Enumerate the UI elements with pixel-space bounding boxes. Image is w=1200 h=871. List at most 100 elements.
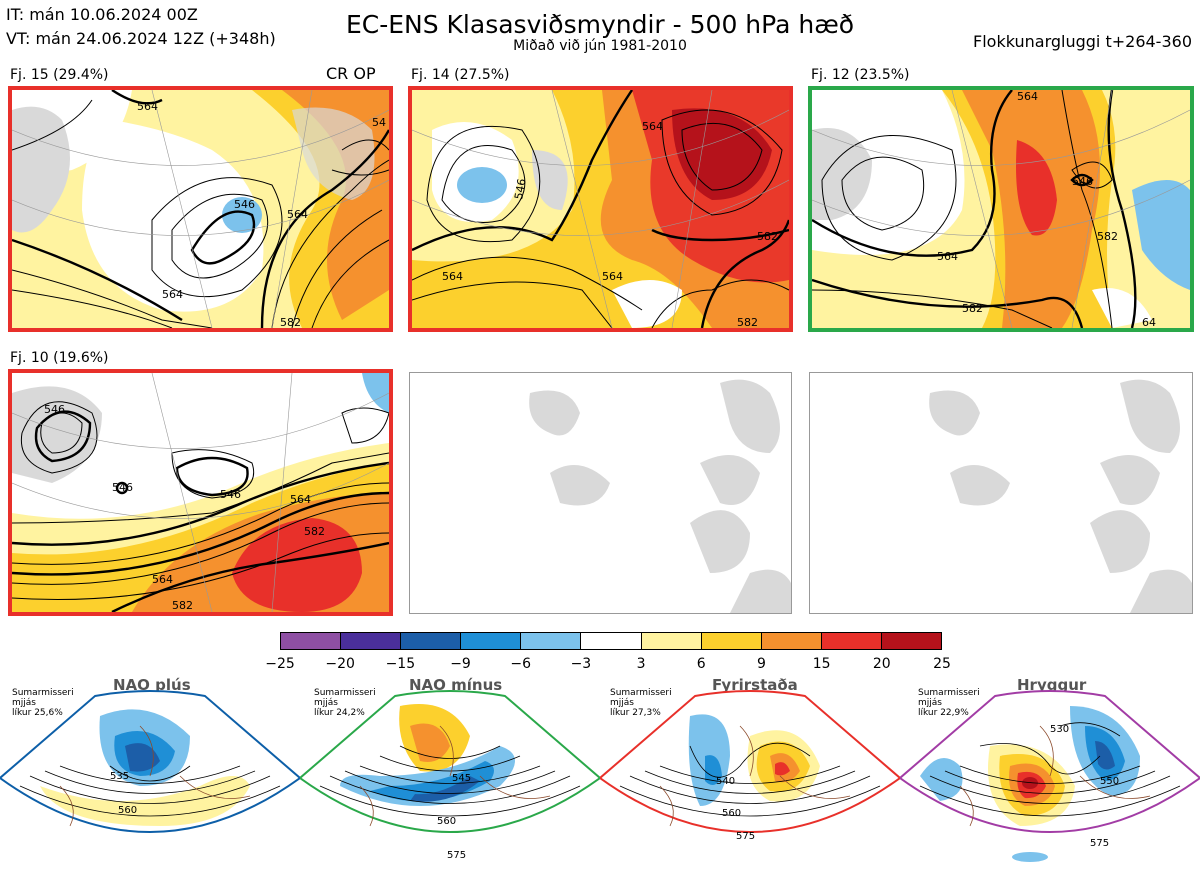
regime-contour-label: 545 bbox=[452, 773, 471, 784]
contour-label: 564 bbox=[642, 120, 663, 133]
regime-info-line: líkur 25,6% bbox=[12, 708, 63, 718]
contour-label: 582 bbox=[962, 302, 983, 315]
empty-map-panel-5 bbox=[409, 372, 792, 614]
contour-label: 546 bbox=[512, 178, 528, 201]
regime-map-nao-plus: 535 560 bbox=[0, 690, 300, 833]
colorbar-cell bbox=[281, 633, 342, 649]
colorbar-cell bbox=[761, 633, 822, 649]
contour-label: 546 bbox=[220, 488, 241, 501]
colorbar-tick: −20 bbox=[325, 656, 355, 672]
contour-label: 546 bbox=[112, 481, 133, 494]
contour-label: 564 bbox=[442, 270, 463, 283]
colorbar-cell bbox=[461, 633, 522, 649]
contour-label: 546 bbox=[44, 403, 65, 416]
anomaly-map-3: 546 564 564 582 582 64 bbox=[812, 90, 1190, 328]
panel-label-3: Fj. 12 (23.5%) bbox=[811, 67, 910, 83]
anomaly-map-2: 546 564 564 564 582 582 bbox=[412, 90, 789, 328]
regime-map-ridge: 530 550 575 bbox=[900, 690, 1200, 862]
regime-ridge: 530 550 575 bbox=[900, 676, 1200, 871]
contour-label: 564 bbox=[1017, 90, 1038, 103]
regime-info-line: líkur 24,2% bbox=[314, 708, 365, 718]
contour-label: 546 bbox=[234, 198, 255, 211]
regime-contour-label: 560 bbox=[118, 805, 137, 816]
contour-label: 564 bbox=[287, 208, 308, 221]
colorbar-cell bbox=[881, 633, 942, 649]
base-map-5 bbox=[410, 373, 791, 613]
map-panel-3: 546 564 564 582 582 64 bbox=[808, 86, 1194, 332]
regime-info-line: mjjás bbox=[12, 698, 36, 708]
regime-contour-label: 540 bbox=[716, 776, 735, 787]
regime-map-nao-minus: 545 560 575 bbox=[300, 690, 600, 861]
colorbar-tick: −6 bbox=[510, 656, 532, 672]
regime-title-ridge: Hryggur bbox=[1017, 676, 1087, 694]
regime-nao-minus: 545 560 575 bbox=[300, 676, 600, 871]
colorbar-tick: −15 bbox=[385, 656, 416, 672]
regime-title-nao-plus: NAO plús bbox=[113, 676, 191, 694]
colorbar-cell bbox=[581, 633, 642, 649]
map-panel-2: 546 564 564 564 582 582 bbox=[408, 86, 793, 332]
colorbar-cell bbox=[641, 633, 702, 649]
colorbar-tick: 9 bbox=[756, 656, 766, 672]
regime-contour-label: 560 bbox=[437, 816, 456, 827]
contour-label: 564 bbox=[602, 270, 623, 283]
regime-contour-label: 530 bbox=[1050, 724, 1069, 735]
panel-label-4: Fj. 10 (19.6%) bbox=[10, 350, 109, 366]
contour-label: 564 bbox=[162, 288, 183, 301]
regime-info-line: Sumarmisseri bbox=[314, 688, 376, 698]
contour-label: 582 bbox=[757, 230, 778, 243]
colorbar-tick: −9 bbox=[450, 656, 471, 672]
regime-contour-label: 550 bbox=[1100, 776, 1119, 787]
anomaly-map-4: 546 546 546 564 564 582 582 bbox=[12, 373, 389, 612]
panel-label-1: Fj. 15 (29.4%) bbox=[10, 67, 109, 83]
contour-label: 64 bbox=[1142, 316, 1156, 328]
contour-label: 564 bbox=[937, 250, 958, 263]
colorbar-tick: 15 bbox=[812, 656, 831, 672]
colorbar-cell bbox=[701, 633, 762, 649]
regime-contour-label: 535 bbox=[110, 771, 129, 782]
panel-label-2: Fj. 14 (27.5%) bbox=[411, 67, 510, 83]
regime-contour-label: 575 bbox=[736, 831, 755, 842]
regime-title-blocking: Fyrirstaða bbox=[712, 676, 798, 694]
contour-label: 564 bbox=[152, 573, 173, 586]
regime-map-blocking: 540 560 575 bbox=[600, 690, 900, 842]
colorbar bbox=[280, 632, 942, 650]
valid-time: VT: mán 24.06.2024 12Z (+348h) bbox=[6, 29, 276, 48]
contour-label: 582 bbox=[304, 525, 325, 538]
classification-window: Flokkunargluggi t+264-360 bbox=[973, 32, 1192, 51]
base-map-6 bbox=[929, 379, 1192, 613]
colorbar-cell bbox=[341, 633, 402, 649]
regime-info-line: mjjás bbox=[918, 698, 942, 708]
regime-info-line: líkur 27,3% bbox=[610, 708, 661, 718]
regime-title-nao-minus: NAO mínus bbox=[409, 676, 503, 694]
contour-label: 54 bbox=[372, 116, 386, 129]
regime-nao-plus: 535 560 bbox=[0, 676, 300, 871]
regime-info-line: Sumarmisseri bbox=[918, 688, 980, 698]
contour-label: 582 bbox=[280, 316, 301, 328]
colorbar-tick: −25 bbox=[265, 656, 295, 672]
colorbar-tick: −3 bbox=[570, 656, 592, 672]
empty-map-panel-6 bbox=[809, 372, 1193, 614]
regime-info-line: mjjás bbox=[314, 698, 338, 708]
colorbar-tick: 3 bbox=[636, 656, 646, 672]
regime-blocking: 540 560 575 bbox=[600, 676, 900, 871]
panel-tag-1: CR OP bbox=[326, 64, 376, 83]
anomaly-map-1: 546 564 564 564 582 54 bbox=[12, 90, 389, 328]
colorbar-cell bbox=[821, 633, 882, 649]
regime-info-line: Sumarmisseri bbox=[12, 688, 74, 698]
colorbar-cell bbox=[521, 633, 582, 649]
contour-label: 582 bbox=[172, 599, 193, 612]
page-subtitle: Miðað við jún 1981-2010 bbox=[513, 38, 687, 54]
regime-info-line: Sumarmisseri bbox=[610, 688, 672, 698]
init-time: IT: mán 10.06.2024 00Z bbox=[6, 5, 198, 24]
contour-label: 564 bbox=[137, 100, 158, 113]
page-title: EC-ENS Klasasviðsmyndir - 500 hPa hæð bbox=[345, 10, 855, 39]
map-panel-4: 546 546 546 564 564 582 582 bbox=[8, 369, 393, 616]
colorbar-cell bbox=[401, 633, 462, 649]
colorbar-tick: 6 bbox=[696, 656, 706, 672]
regime-contour-label: 575 bbox=[447, 850, 466, 861]
regime-contour-label: 560 bbox=[722, 808, 741, 819]
regime-info-line: líkur 22,9% bbox=[918, 708, 969, 718]
colorbar-tick: 20 bbox=[872, 656, 891, 672]
colorbar-tick: 25 bbox=[933, 656, 951, 672]
contour-label: 564 bbox=[290, 493, 311, 506]
